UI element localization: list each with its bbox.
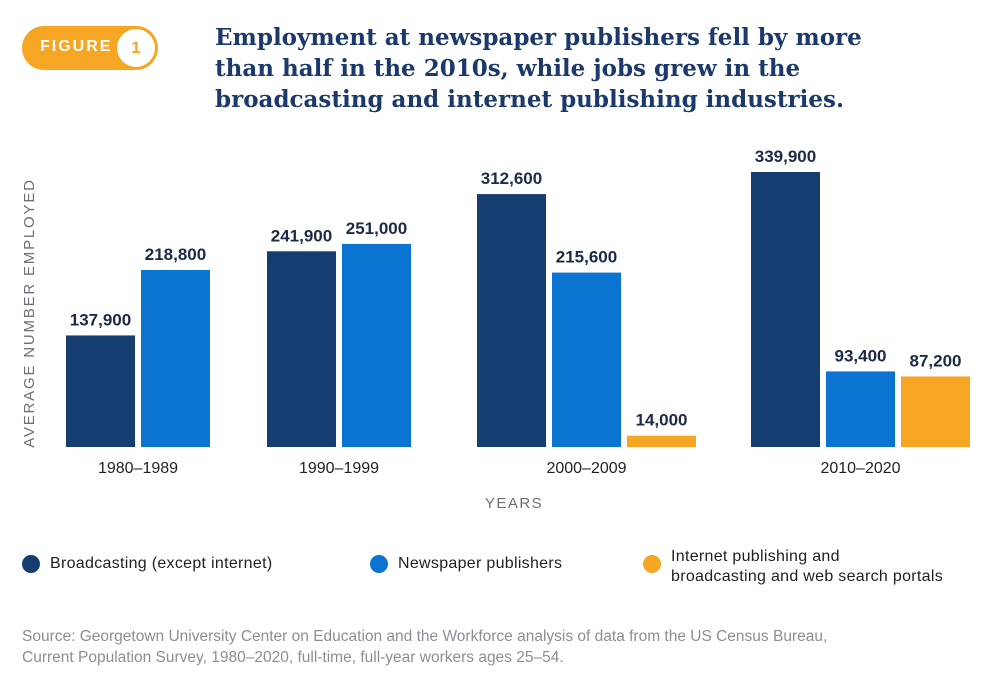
x-axis-title: YEARS bbox=[485, 495, 543, 512]
bar-s2-c2 bbox=[627, 435, 696, 447]
legend-swatch-broadcasting bbox=[22, 555, 40, 573]
data-label-s2-c3: 87,200 bbox=[910, 351, 962, 370]
figure-number: 1 bbox=[117, 29, 155, 67]
bar-s0-c1 bbox=[267, 251, 336, 447]
x-tick-label-0: 1980–1989 bbox=[98, 460, 178, 477]
legend: Broadcasting (except internet) Newspaper… bbox=[0, 547, 1000, 587]
legend-label-newspaper: Newspaper publishers bbox=[398, 555, 563, 572]
data-label-s0-c0: 137,900 bbox=[70, 310, 131, 329]
source-line-1: Source: Georgetown University Center on … bbox=[22, 628, 828, 645]
chart-title: Employment at newspaper publishers fell … bbox=[215, 24, 862, 113]
legend-item-broadcasting: Broadcasting (except internet) bbox=[22, 547, 272, 574]
data-label-s2-c2: 14,000 bbox=[636, 411, 688, 430]
data-label-s1-c3: 93,400 bbox=[835, 346, 887, 365]
bar-chart: 137,900 241,900 312,600 339,900 218,800 251,0… bbox=[21, 147, 970, 512]
legend-swatch-internet bbox=[643, 555, 661, 573]
bar-s2-c3 bbox=[901, 376, 970, 447]
source-line-2: Current Population Survey, 1980–2020, fu… bbox=[22, 649, 564, 666]
legend-label-internet-line1: Internet publishing and bbox=[671, 548, 840, 565]
bar-s1-c0 bbox=[141, 269, 210, 447]
data-label-s1-c1: 251,000 bbox=[346, 219, 407, 238]
figure-label: FIGURE bbox=[40, 38, 113, 55]
data-label-s1-c2: 215,600 bbox=[556, 248, 617, 267]
bar-s0-c2 bbox=[477, 194, 546, 447]
bar-s0-c3 bbox=[751, 172, 820, 447]
y-axis-title: AVERAGE NUMBER EMPLOYED bbox=[21, 178, 38, 448]
data-label-s1-c0: 218,800 bbox=[145, 245, 206, 264]
data-label-s0-c1: 241,900 bbox=[271, 226, 332, 245]
data-label-s0-c2: 312,600 bbox=[481, 169, 542, 188]
bar-s1-c3 bbox=[826, 371, 895, 447]
bar-s1-c1 bbox=[342, 243, 411, 447]
bar-s0-c0 bbox=[66, 335, 135, 447]
figure-badge: FIGURE 1 bbox=[22, 26, 158, 70]
legend-label-internet-line2: broadcasting and web search portals bbox=[671, 568, 943, 585]
legend-swatch-newspaper bbox=[370, 555, 388, 573]
bar-s1-c2 bbox=[552, 272, 621, 447]
x-tick-label-1: 1990–1999 bbox=[299, 460, 379, 477]
x-tick-label-3: 2010–2020 bbox=[820, 460, 900, 477]
legend-item-newspaper: Newspaper publishers bbox=[370, 547, 562, 574]
x-tick-label-2: 2000–2009 bbox=[546, 460, 626, 477]
data-label-s0-c3: 339,900 bbox=[755, 147, 816, 166]
legend-item-internet: Internet publishing and broadcasting and… bbox=[643, 547, 943, 587]
source-note: Source: Georgetown University Center on … bbox=[22, 626, 982, 668]
legend-label-broadcasting: Broadcasting (except internet) bbox=[50, 555, 273, 572]
